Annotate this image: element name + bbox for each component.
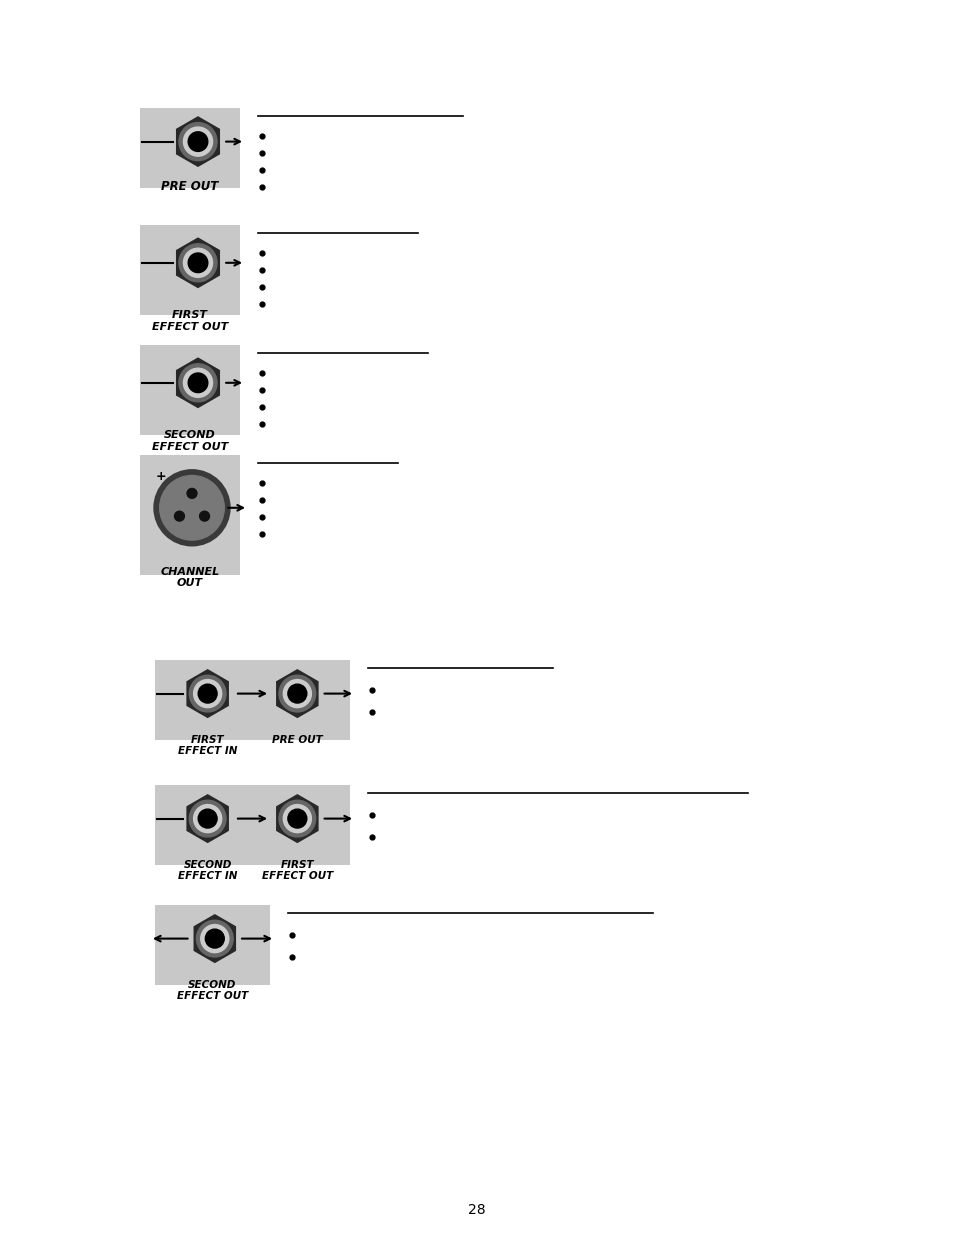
Polygon shape bbox=[176, 238, 219, 288]
Text: 28: 28 bbox=[468, 1203, 485, 1216]
Bar bbox=[154, 905, 270, 986]
Circle shape bbox=[187, 488, 196, 498]
Circle shape bbox=[205, 929, 224, 948]
Text: CHANNEL: CHANNEL bbox=[160, 567, 219, 577]
Circle shape bbox=[179, 364, 217, 401]
Circle shape bbox=[288, 684, 307, 703]
Circle shape bbox=[183, 248, 213, 278]
Text: SECOND: SECOND bbox=[183, 860, 232, 869]
Polygon shape bbox=[276, 669, 317, 718]
Polygon shape bbox=[187, 795, 228, 842]
Text: EFFECT IN: EFFECT IN bbox=[178, 746, 237, 756]
Circle shape bbox=[159, 475, 224, 540]
Circle shape bbox=[288, 809, 307, 827]
Circle shape bbox=[183, 127, 213, 156]
Polygon shape bbox=[194, 915, 235, 962]
Text: PRE OUT: PRE OUT bbox=[272, 735, 322, 745]
Circle shape bbox=[188, 132, 208, 152]
Circle shape bbox=[198, 809, 217, 827]
Polygon shape bbox=[176, 358, 219, 408]
Bar bbox=[154, 659, 350, 740]
Circle shape bbox=[183, 368, 213, 398]
Circle shape bbox=[189, 800, 226, 837]
Circle shape bbox=[188, 253, 208, 273]
Text: EFFECT OUT: EFFECT OUT bbox=[261, 871, 333, 881]
Circle shape bbox=[193, 804, 221, 832]
Text: OUT: OUT bbox=[176, 578, 203, 588]
Circle shape bbox=[199, 511, 210, 521]
Polygon shape bbox=[176, 117, 219, 167]
Circle shape bbox=[153, 469, 230, 546]
Polygon shape bbox=[187, 669, 228, 718]
Circle shape bbox=[179, 122, 217, 161]
Circle shape bbox=[283, 804, 311, 832]
Text: FIRST: FIRST bbox=[191, 735, 224, 745]
Bar bbox=[154, 785, 350, 864]
Circle shape bbox=[196, 920, 233, 957]
Circle shape bbox=[188, 373, 208, 393]
Bar bbox=[140, 454, 240, 576]
Circle shape bbox=[179, 243, 217, 282]
Circle shape bbox=[198, 684, 217, 703]
Text: FIRST: FIRST bbox=[172, 310, 208, 320]
Polygon shape bbox=[276, 795, 317, 842]
Text: EFFECT OUT: EFFECT OUT bbox=[152, 442, 228, 452]
Text: +: + bbox=[155, 471, 166, 483]
Text: EFFECT OUT: EFFECT OUT bbox=[176, 990, 248, 1002]
Circle shape bbox=[193, 679, 221, 708]
Text: FIRST: FIRST bbox=[280, 860, 314, 869]
Circle shape bbox=[174, 511, 184, 521]
Circle shape bbox=[278, 676, 315, 711]
Text: EFFECT OUT: EFFECT OUT bbox=[152, 322, 228, 332]
Text: SECOND: SECOND bbox=[164, 430, 215, 440]
Bar bbox=[140, 225, 240, 315]
Text: PRE OUT: PRE OUT bbox=[161, 180, 218, 193]
Circle shape bbox=[283, 679, 311, 708]
Text: EFFECT IN: EFFECT IN bbox=[178, 871, 237, 881]
Circle shape bbox=[278, 800, 315, 837]
Circle shape bbox=[189, 676, 226, 711]
Text: SECOND: SECOND bbox=[188, 981, 236, 990]
Circle shape bbox=[200, 925, 229, 952]
Bar bbox=[140, 107, 240, 188]
Bar bbox=[140, 345, 240, 435]
